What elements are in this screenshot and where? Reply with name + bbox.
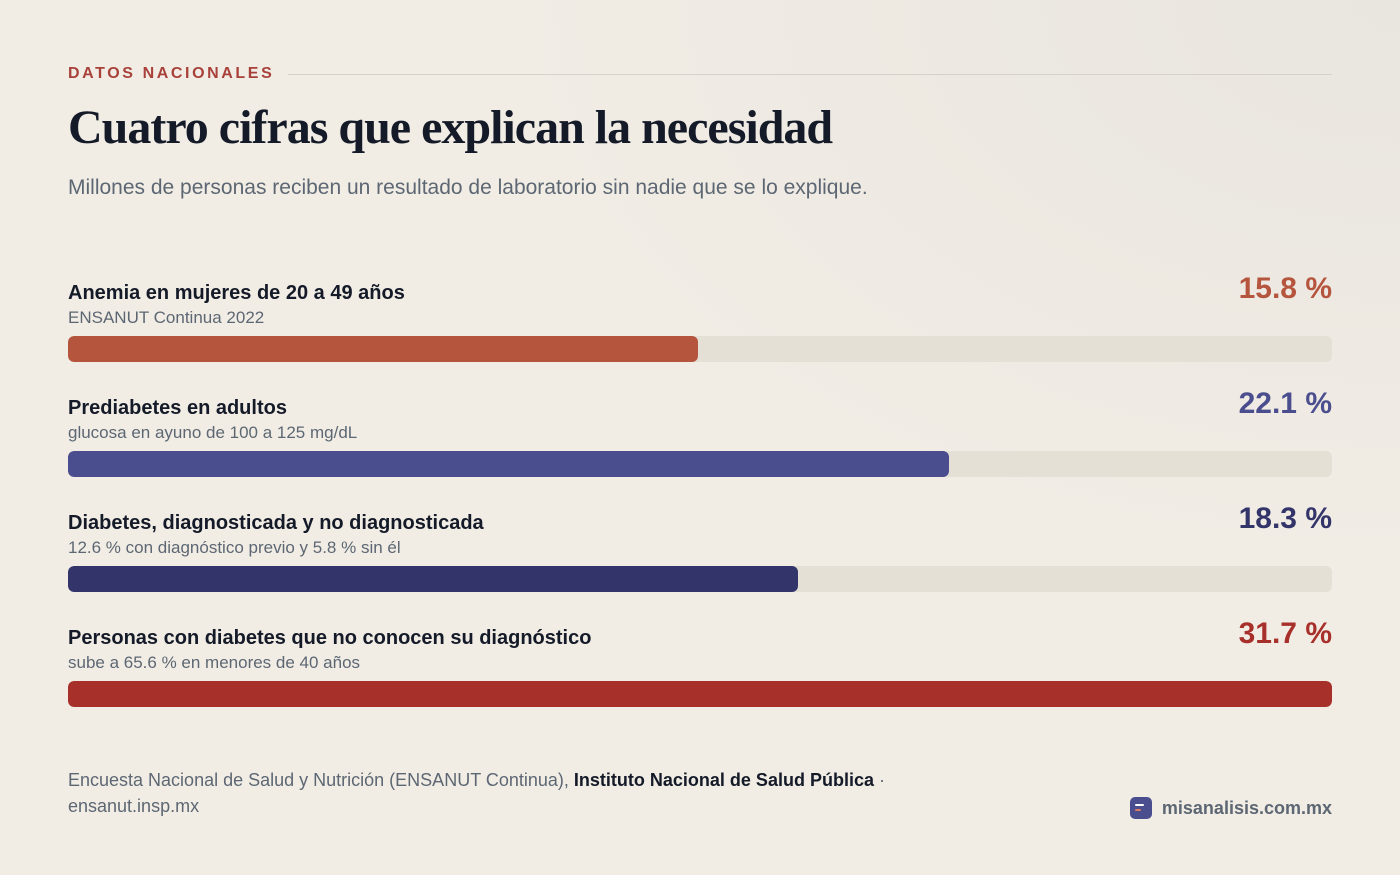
eyebrow-row: DATOS NACIONALES: [68, 64, 1332, 84]
bar-track: [68, 681, 1332, 707]
page-title: Cuatro cifras que explican la necesidad: [68, 101, 833, 154]
bar-sublabel: 12.6 % con diagnóstico previo y 5.8 % si…: [68, 538, 401, 557]
bar-sublabel: sube a 65.6 % en menores de 40 años: [68, 653, 361, 672]
eyebrow-label: DATOS NACIONALES: [68, 65, 275, 82]
page-subtitle: Millones de personas reciben un resultad…: [68, 176, 868, 199]
eyebrow-divider: [288, 73, 1332, 75]
chart-logo-icon: [1129, 797, 1152, 819]
bar-row-undiagnosed: Personas con diabetes que no conocen su …: [68, 617, 1332, 707]
bar-value-label: 18.3 %: [1238, 502, 1332, 535]
bar-label: Anemia en mujeres de 20 a 49 años: [68, 282, 405, 304]
bar-value-label: 15.8 %: [1238, 272, 1332, 305]
bar-row-anemia: Anemia en mujeres de 20 a 49 años ENSANU…: [68, 272, 1332, 362]
bar-label: Personas con diabetes que no conocen su …: [68, 627, 592, 649]
bar-fill: [68, 681, 1332, 707]
bar-label: Diabetes, diagnosticada y no diagnostica…: [68, 512, 484, 534]
bar-fill: [68, 336, 698, 362]
source-text: Encuesta Nacional de Salud y Nutrición (…: [68, 770, 574, 790]
bar-value-label: 22.1 %: [1238, 387, 1332, 420]
brand[interactable]: misanalisis.com.mx: [1129, 796, 1332, 820]
bar-sublabel: ENSANUT Continua 2022: [68, 308, 265, 327]
bar-fill: [68, 566, 798, 592]
source-separator: ·: [873, 770, 885, 790]
bar-track: [68, 566, 1332, 592]
bar-row-prediabetes: Prediabetes en adultos glucosa en ayuno …: [68, 387, 1332, 477]
bar-label: Prediabetes en adultos: [68, 397, 287, 419]
bar-track: [68, 336, 1332, 362]
brand-name: misanalisis.com.mx: [1161, 797, 1332, 818]
bar-value-label: 31.7 %: [1238, 617, 1332, 650]
bar-fill: [68, 451, 950, 477]
bar-track: [68, 451, 1332, 477]
bar-sublabel: glucosa en ayuno de 100 a 125 mg/dL: [68, 423, 358, 442]
source-link[interactable]: ensanut.insp.mx: [68, 796, 200, 816]
source-note: Encuesta Nacional de Salud y Nutrición (…: [68, 767, 928, 819]
bar-row-diabetes: Diabetes, diagnosticada y no diagnostica…: [68, 502, 1332, 592]
source-organization: Instituto Nacional de Salud Pública: [573, 770, 874, 790]
